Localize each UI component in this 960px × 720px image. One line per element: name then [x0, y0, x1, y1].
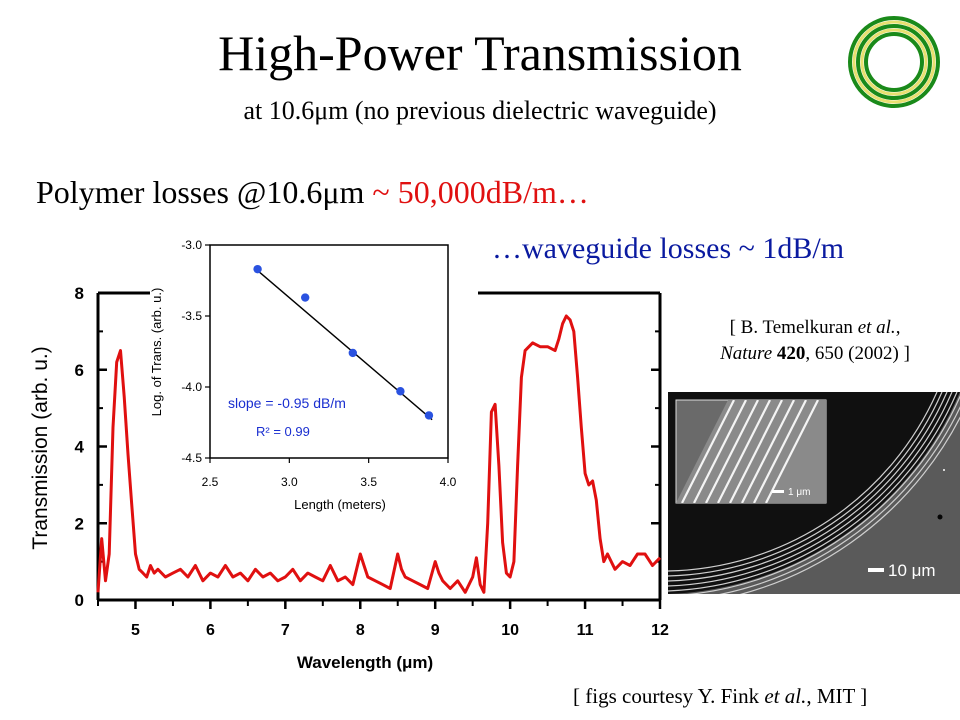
inset-x-tick-label: 3.5	[360, 475, 377, 489]
sem-fiber-cladding	[668, 392, 960, 594]
main-y-axis-label: Transmission (arb. u.)	[29, 346, 52, 549]
courtesy-suffix: , MIT ]	[806, 684, 868, 708]
inset-x-tick-label: 4.0	[440, 475, 457, 489]
main-x-tick-label: 7	[281, 622, 290, 639]
inset-x-tick-label: 2.5	[202, 475, 219, 489]
main-y-tick-label: 2	[75, 514, 84, 533]
inset-x-axis-label: Length (meters)	[294, 497, 386, 512]
inset-y-tick-label: -3.0	[181, 238, 202, 252]
ref-etal: et al.	[857, 317, 896, 338]
slide-subtitle: at 10.6μm (no previous dielectric wavegu…	[243, 96, 717, 125]
inset-slope-annotation: slope = -0.95 dB/m	[228, 395, 346, 411]
concentric-rings-icon	[848, 16, 940, 108]
polymer-losses-text: Polymer losses @10.6μm ~ 50,000dB/m…	[36, 174, 589, 211]
inset-x-tick-label: 3.0	[281, 475, 298, 489]
main-x-tick-label: 6	[206, 622, 215, 639]
main-y-tick-label: 6	[75, 361, 84, 380]
main-x-tick-label: 9	[431, 622, 440, 639]
main-y-tick-label: 4	[75, 438, 85, 457]
reference-citation: [ B. Temelkuran et al., Nature 420, 650 (…	[680, 315, 950, 367]
inset-background	[150, 222, 478, 517]
slide-title: High-Power Transmission	[218, 25, 742, 81]
main-x-tick-label: 10	[501, 622, 519, 639]
transmission-curve	[96, 314, 662, 594]
ref-author: [ B. Temelkuran	[729, 317, 858, 338]
inset-fit-line	[257, 270, 433, 421]
main-x-tick-label: 8	[356, 622, 365, 639]
inset-y-tick-label: -4.5	[181, 451, 202, 465]
main-y-tick-label: 0	[75, 591, 84, 610]
logo-ring-outer	[848, 16, 940, 108]
ref-volume: 420	[776, 343, 806, 364]
main-x-tick-label: 5	[131, 622, 140, 639]
courtesy-etal: et al.	[764, 684, 807, 708]
inset-y-tick-label: -4.0	[181, 380, 202, 394]
main-x-tick-label: 12	[651, 622, 669, 639]
figure-courtesy: [ figs courtesy Y. Fink et al., MIT ]	[573, 684, 867, 709]
logo-ring-gap-outer	[852, 20, 936, 104]
inset-data-point	[253, 264, 262, 274]
ref-comma: ,	[895, 317, 901, 338]
sem-inset-scale-bar	[772, 490, 784, 493]
inset-data-point	[396, 387, 405, 396]
inset-frame	[209, 244, 449, 459]
ref-journal: Nature	[720, 343, 773, 364]
sem-micrograph: 1 μm 10 μm	[668, 392, 960, 594]
logo-ring-gap-inner	[860, 28, 928, 96]
logo-ring-inner	[864, 32, 924, 92]
courtesy-prefix: [ figs courtesy Y. Fink	[573, 684, 765, 708]
inset-y-tick-label: -3.5	[181, 309, 202, 323]
sem-scale-label: 10 μm	[888, 561, 936, 580]
waveguide-losses-text: …waveguide losses ~ 1dB/m	[492, 232, 845, 265]
main-y-tick-label: 8	[75, 284, 84, 303]
inset-data-point	[348, 348, 357, 358]
sem-fiber-layers	[668, 392, 960, 594]
polymer-losses-label: Polymer losses @10.6μm	[36, 174, 373, 210]
inset-data-point	[301, 293, 310, 302]
logo-ring-middle	[856, 24, 932, 100]
main-x-axis-label: Wavelength (μm)	[297, 653, 433, 672]
inset-data-point	[424, 411, 434, 420]
main-x-tick-label: 11	[577, 622, 594, 639]
polymer-losses-value: ~ 50,000dB/m…	[372, 174, 589, 210]
ref-pages: , 650 (2002) ]	[805, 343, 910, 364]
sem-inset-layers	[676, 400, 826, 503]
inset-r2-annotation: R² = 0.99	[256, 424, 310, 439]
sem-scale-bar	[868, 568, 884, 572]
inset-y-axis-label: Log. of Trans. (arb. u.)	[149, 288, 164, 417]
sem-inset-scale-label: 1 μm	[788, 487, 810, 498]
